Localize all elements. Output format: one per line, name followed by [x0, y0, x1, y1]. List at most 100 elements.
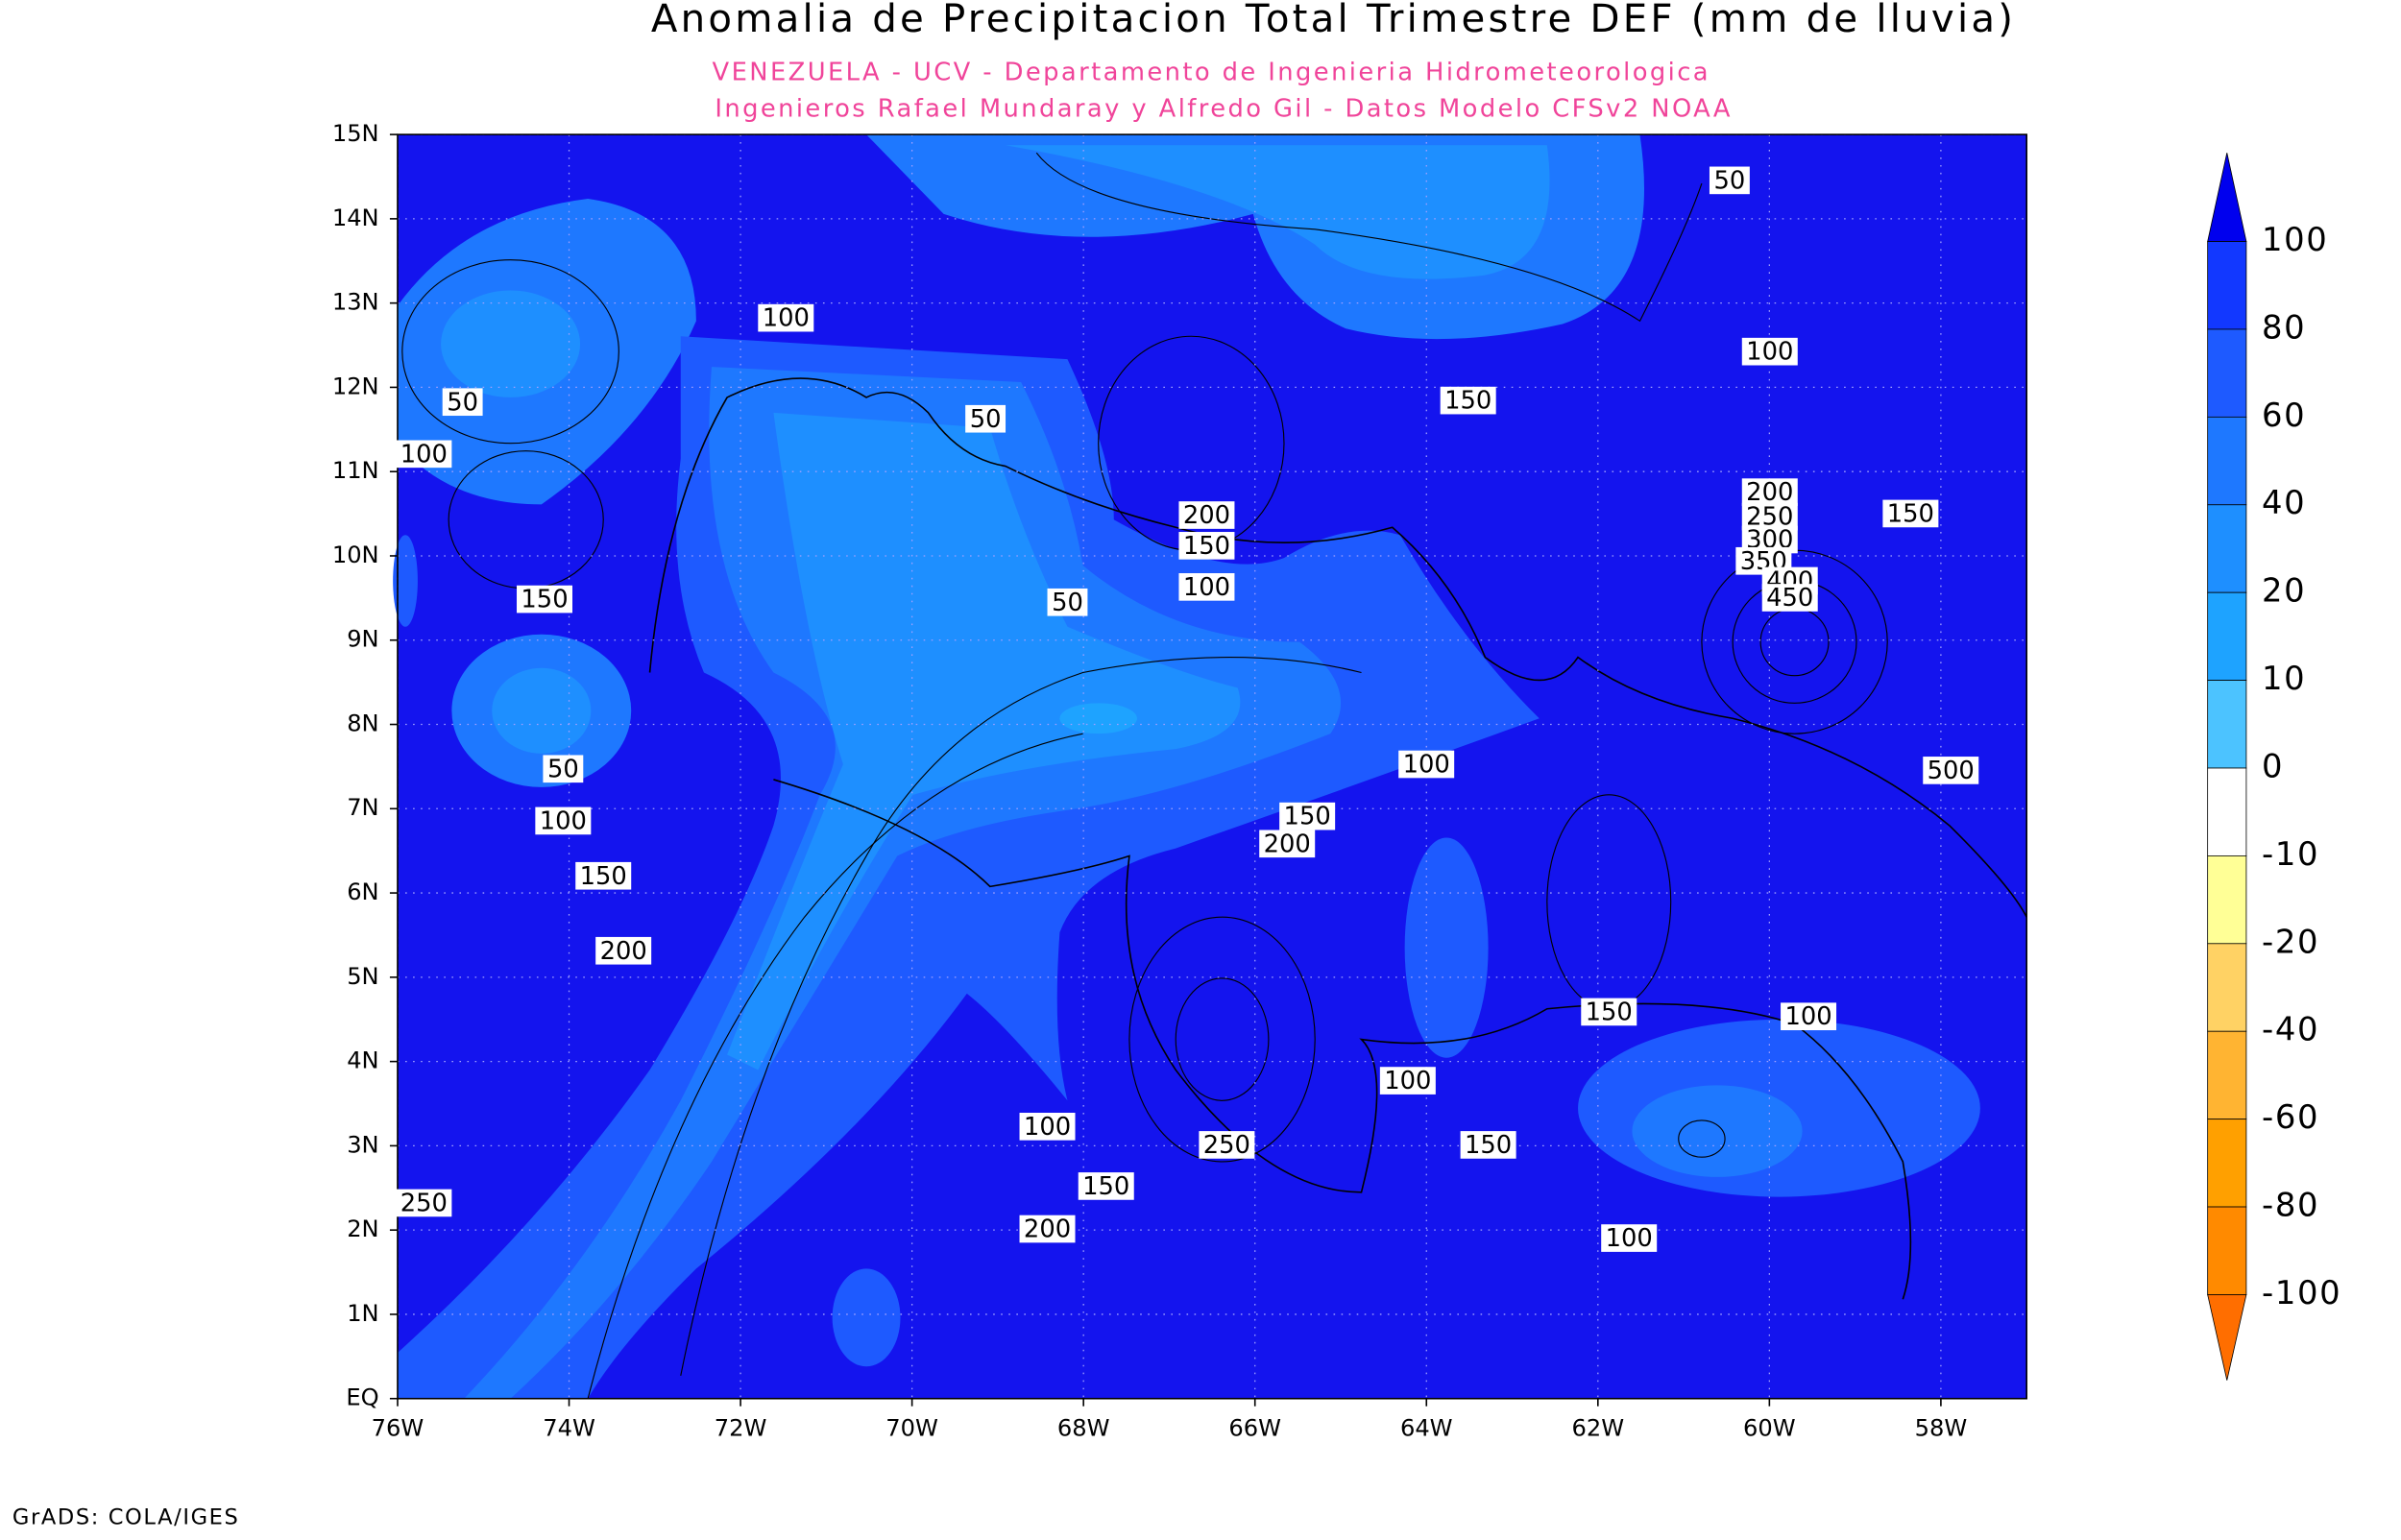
contour-label: 150 — [580, 862, 627, 891]
colorbar-label: -20 — [2262, 923, 2319, 960]
contour-label: 100 — [1784, 1002, 1831, 1031]
lat-tick-label: 2N — [347, 1215, 378, 1242]
colorbar-box — [2207, 591, 2247, 681]
contour-label-box — [1047, 588, 1088, 616]
contour-label: 100 — [400, 441, 448, 469]
contour-label: 100 — [1403, 751, 1450, 780]
lon-tick-label: 62W — [1571, 1415, 1624, 1442]
contour-label-box — [965, 404, 1006, 433]
contour-label-box — [1078, 1172, 1134, 1200]
contour-label-box — [1741, 337, 1798, 366]
anomaly-area — [464, 367, 1342, 1399]
contour-label-box — [535, 806, 592, 835]
contour-label-box — [575, 861, 632, 890]
contour-label: 50 — [970, 405, 1002, 434]
colorbar-box — [2207, 680, 2247, 769]
colorbar-box — [2207, 241, 2247, 330]
lon-tick-label: 64W — [1400, 1415, 1453, 1442]
lat-tick-label: 8N — [347, 710, 378, 737]
contour-label-box — [1259, 830, 1316, 858]
grid: 15N 14N 13N 12N 11N 10N 9N 8N 7N 6N 5N 4N 3N 2N 1N EQ 76… — [332, 120, 2027, 1442]
lat-tick-label: 10N — [332, 541, 379, 568]
contour-label-box — [758, 303, 814, 332]
contour-label: 100 — [540, 807, 587, 836]
contour-label: 450 — [1766, 584, 1813, 613]
contour-label: 150 — [1082, 1172, 1129, 1201]
contour-label-box — [1581, 998, 1637, 1026]
anomaly-area — [1632, 1085, 1803, 1177]
lon-tick-label: 74W — [543, 1415, 595, 1442]
colorbar-box — [2207, 328, 2247, 418]
colorbar-label: -10 — [2262, 835, 2319, 873]
colorbar-box — [2207, 504, 2247, 593]
colorbar-label: -100 — [2262, 1274, 2341, 1311]
lat-tick-label: 4N — [347, 1047, 378, 1074]
contour-label: 100 — [1024, 1113, 1071, 1142]
anomaly-area — [393, 535, 418, 627]
contour-label: 200 — [600, 937, 647, 966]
lat-tick-label: EQ — [346, 1384, 378, 1411]
contour-label: 50 — [547, 755, 579, 783]
contour-label-box — [1460, 1131, 1516, 1159]
lon-tick-label: 66W — [1228, 1415, 1281, 1442]
contour-label: 150 — [1887, 500, 1934, 529]
plot-frame — [397, 133, 2027, 1400]
contour-label: 150 — [1586, 999, 1633, 1027]
lon-tick-label: 76W — [372, 1415, 424, 1442]
anomaly-area — [1006, 145, 1550, 279]
contour-label-box — [1741, 478, 1798, 506]
contour-label-box — [1178, 573, 1235, 601]
contour-label-box — [1709, 166, 1750, 195]
contour-label: 100 — [763, 304, 810, 333]
contour-label: 200 — [1264, 830, 1311, 858]
contour-label-box — [1601, 1224, 1658, 1252]
subtitle: VENEZUELA - UCV - Departamento de Ingeni… — [713, 59, 1710, 87]
lon-tick-label: 70W — [885, 1415, 938, 1442]
colorbar-box — [2207, 1030, 2247, 1120]
contour-label: 50 — [1714, 167, 1746, 196]
title: Anomalia de Precipitacion Total Trimestr… — [651, 0, 2016, 41]
colorbar-box — [2207, 1119, 2247, 1208]
contour-label-box — [1199, 1131, 1255, 1159]
contour-label-box — [595, 936, 652, 965]
contour-label: 250 — [1203, 1131, 1250, 1160]
colorbar-box — [2207, 1206, 2247, 1295]
contour-label-box — [1279, 802, 1336, 830]
colorbar-label: -40 — [2262, 1011, 2319, 1048]
colorbar-label: 0 — [2262, 748, 2284, 785]
contour-label: 150 — [1444, 387, 1492, 416]
anomaly-area — [1404, 837, 1489, 1058]
contour-label-box — [1440, 386, 1496, 415]
colorbar-box — [2207, 767, 2247, 856]
colorbar-arrow — [2207, 153, 2247, 242]
anomaly-area — [492, 667, 592, 754]
contour-label: 200 — [1024, 1215, 1071, 1244]
contour-label: 50 — [1052, 589, 1083, 617]
contour-label-box — [396, 1189, 452, 1217]
lon-tick-label: 60W — [1743, 1415, 1796, 1442]
contour-label: 500 — [1928, 757, 1975, 785]
contour-label-box — [442, 388, 483, 417]
colorbar-label: -80 — [2262, 1187, 2319, 1224]
contour-label-box — [1178, 501, 1235, 529]
contour-label-box — [1761, 584, 1818, 612]
colorbar-label: 100 — [2262, 221, 2328, 258]
footer: GrADS: COLA/IGES — [12, 1504, 240, 1529]
colorbar-label: 80 — [2262, 309, 2306, 347]
colorbar-box — [2207, 855, 2247, 945]
contour-label-box — [1178, 532, 1235, 560]
contour-label-box — [1398, 750, 1455, 779]
colorbar-label: 60 — [2262, 397, 2306, 434]
lat-tick-label: 13N — [332, 289, 379, 316]
contour-label: 50 — [447, 388, 478, 417]
lat-tick-label: 14N — [332, 205, 379, 231]
anomaly-area — [441, 290, 581, 397]
lat-tick-label: 9N — [347, 626, 378, 653]
coastline — [648, 377, 2027, 1300]
anomaly-area — [1059, 703, 1137, 734]
lon-tick-label: 68W — [1057, 1415, 1110, 1442]
contour-label-box — [543, 755, 584, 783]
lon-tick-label: 72W — [715, 1415, 767, 1442]
lat-tick-label: 5N — [347, 963, 378, 990]
